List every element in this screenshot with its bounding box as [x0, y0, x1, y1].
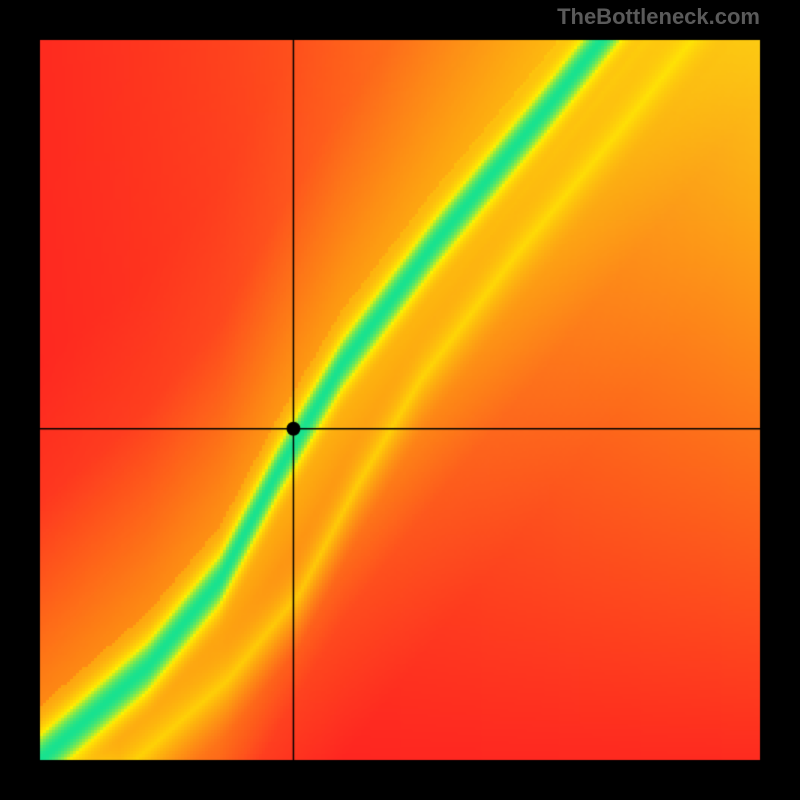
bottleneck-heatmap-canvas	[0, 0, 800, 800]
chart-container: TheBottleneck.com	[0, 0, 800, 800]
watermark-text: TheBottleneck.com	[557, 4, 760, 30]
